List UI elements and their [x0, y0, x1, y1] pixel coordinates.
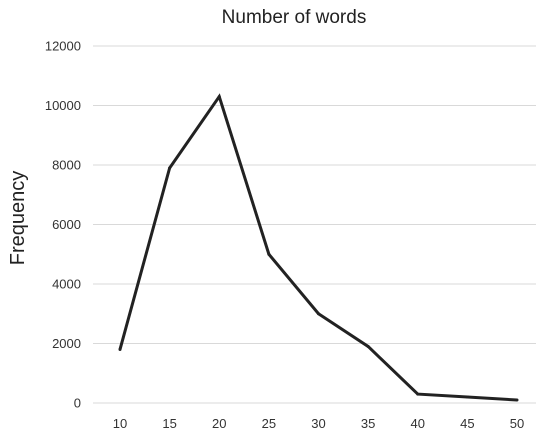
data-point	[267, 252, 271, 256]
x-tick-label: 35	[361, 416, 375, 431]
series-layer	[118, 93, 519, 402]
x-tick-label: 40	[411, 416, 425, 431]
data-point	[118, 347, 122, 351]
x-tick-label: 30	[311, 416, 325, 431]
x-tick-label: 15	[162, 416, 176, 431]
data-point	[217, 95, 221, 99]
y-tick-label: 0	[74, 396, 81, 411]
data-point	[416, 392, 420, 396]
data-point	[515, 398, 519, 402]
x-tick-label: 10	[113, 416, 127, 431]
x-tick-label: 20	[212, 416, 226, 431]
y-tick-label: 10000	[45, 98, 81, 113]
data-point	[366, 344, 370, 348]
y-tick-label: 2000	[52, 336, 81, 351]
y-axis-label: Frequency	[7, 171, 29, 266]
data-point	[168, 166, 172, 170]
y-tick-label: 4000	[52, 277, 81, 292]
data-point	[465, 395, 469, 399]
data-point	[317, 312, 320, 316]
y-tick-label: 12000	[45, 39, 81, 54]
y-tick-label: 6000	[52, 217, 81, 232]
series-line	[118, 93, 518, 402]
x-tick-labels: 10 15 20 25 30 35 40 45 50	[113, 416, 524, 431]
y-tick-label: 8000	[52, 158, 81, 173]
x-tick-label: 25	[262, 416, 276, 431]
y-tick-labels: 0 2000 4000 6000 8000 10000 12000	[45, 39, 81, 411]
x-tick-label: 45	[460, 416, 474, 431]
gridlines	[93, 45, 536, 404]
x-tick-label: 50	[510, 416, 524, 431]
chart-title: Number of words	[222, 7, 367, 28]
